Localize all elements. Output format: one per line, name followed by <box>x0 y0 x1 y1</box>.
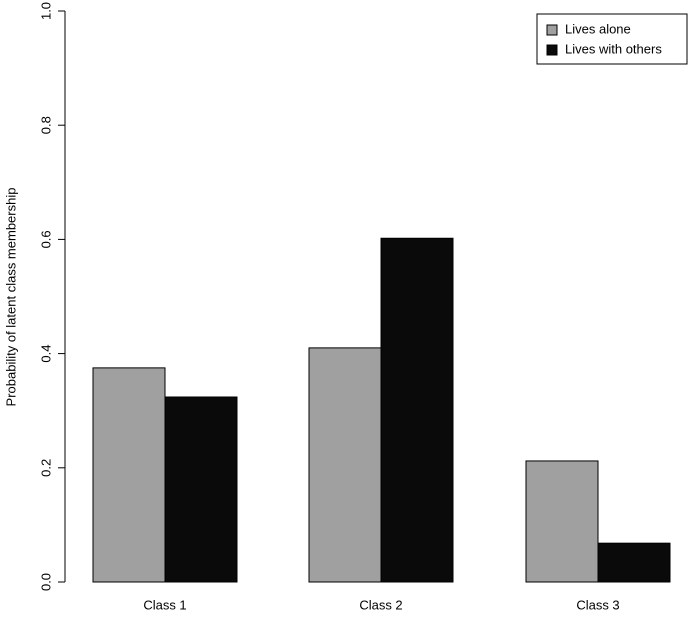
bar <box>380 237 454 583</box>
bar <box>597 542 671 583</box>
y-tick-label: 0.0 <box>38 573 53 591</box>
x-tick-label: Class 2 <box>359 597 402 612</box>
legend-label: Lives with others <box>565 41 662 56</box>
bar <box>308 347 382 583</box>
legend-label: Lives alone <box>565 21 631 36</box>
y-axis-label: Probability of latent class membership <box>3 188 18 407</box>
legend-box <box>536 13 688 65</box>
x-tick-label: Class 3 <box>576 597 619 612</box>
bar <box>92 367 166 583</box>
y-tick-label: 0.8 <box>38 116 53 134</box>
x-tick-label: Class 1 <box>143 597 186 612</box>
legend-swatch <box>546 24 558 36</box>
bar <box>164 396 238 583</box>
y-tick-label: 0.4 <box>38 345 53 363</box>
y-tick-label: 1.0 <box>38 2 53 20</box>
y-tick-label: 0.2 <box>38 459 53 477</box>
bar <box>525 460 599 583</box>
legend-swatch <box>546 44 558 56</box>
y-tick-label: 0.6 <box>38 230 53 248</box>
